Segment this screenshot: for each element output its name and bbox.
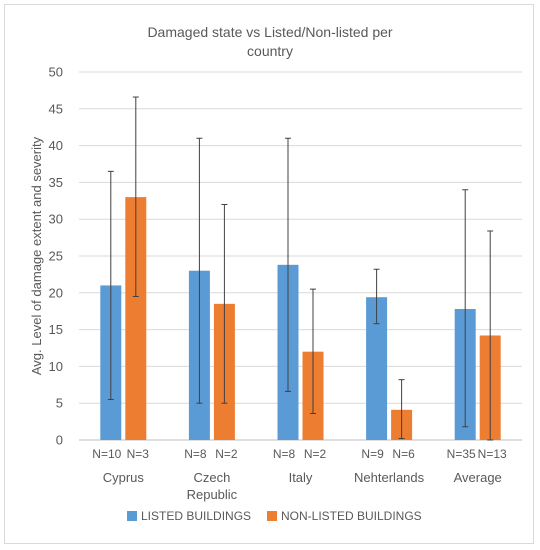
y-tick-label: 50 <box>49 65 63 80</box>
y-tick-label: 5 <box>56 396 63 411</box>
bar-listed <box>366 297 388 440</box>
n-label: N=2 <box>304 447 327 461</box>
y-tick-label: 30 <box>49 212 63 227</box>
n-label: N=8 <box>273 447 296 461</box>
x-category-label: Republic <box>187 487 238 502</box>
y-tick-label: 45 <box>49 101 63 116</box>
legend-swatch-non-listed <box>267 511 277 521</box>
legend-label-non-listed: NON-LISTED BUILDINGS <box>281 509 422 523</box>
y-axis-label: Avg. Level of damage extent and severity <box>29 136 44 375</box>
y-tick-label: 40 <box>49 138 63 153</box>
y-tick-label: 15 <box>49 322 63 337</box>
y-tick-label: 20 <box>49 285 63 300</box>
chart-frame <box>4 4 534 544</box>
n-label: N=6 <box>392 447 415 461</box>
n-label: N=8 <box>184 447 207 461</box>
x-category-label: Czech <box>193 470 230 485</box>
legend-swatch-listed <box>127 511 137 521</box>
n-label: N=13 <box>478 447 507 461</box>
x-category-label: Nehterlands <box>354 470 425 485</box>
n-label: N=35 <box>447 447 476 461</box>
chart-title-line: Damaged state vs Listed/Non-listed per <box>147 24 392 40</box>
legend-label-listed: LISTED BUILDINGS <box>141 509 251 523</box>
x-category-label: Italy <box>289 470 313 485</box>
y-tick-label: 10 <box>49 359 63 374</box>
n-label: N=2 <box>215 447 238 461</box>
n-label: N=10 <box>92 447 121 461</box>
x-category-label: Cyprus <box>103 470 145 485</box>
n-label: N=3 <box>127 447 150 461</box>
bar-non-listed <box>125 197 147 440</box>
y-tick-label: 25 <box>49 249 63 264</box>
x-category-label: Average <box>454 470 502 485</box>
n-label: N=9 <box>361 447 384 461</box>
y-tick-label: 0 <box>56 433 63 448</box>
chart-title-line: country <box>247 43 293 59</box>
y-tick-label: 35 <box>49 175 63 190</box>
